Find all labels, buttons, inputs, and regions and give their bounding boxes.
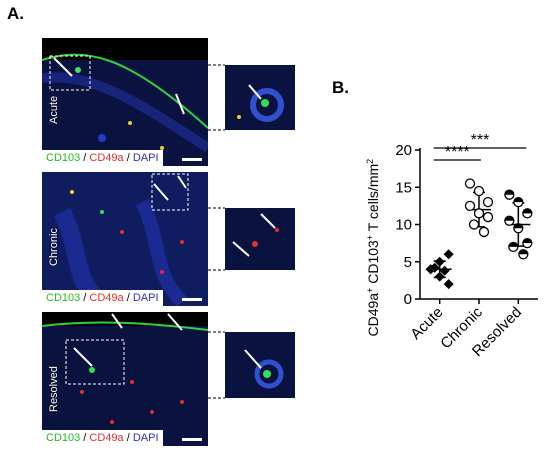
scale-bar-resolved [182, 438, 202, 441]
data-point-acute [429, 262, 440, 273]
significance-label: **** [445, 144, 470, 161]
panel-b-letter: B. [332, 78, 349, 97]
stain-cd103: CD103 [46, 152, 81, 164]
significance-label: *** [471, 132, 490, 149]
stain-legend-resolved: CD103 / CD49a / DAPI [42, 430, 163, 446]
zoom-inset-chronic-texture [232, 213, 279, 257]
stain-sep: / [123, 152, 133, 164]
stain-legend-chronic: CD103 / CD49a / DAPI [42, 290, 163, 306]
data-point-resolved-fill [522, 208, 532, 214]
data-point-resolved-fill [513, 223, 523, 229]
y-axis-label-sup: 2 [365, 159, 375, 164]
stain-cd49a: CD49a [89, 432, 124, 444]
y-axis-label-sup: + [365, 235, 375, 240]
scale-bar-acute [182, 158, 202, 161]
stain-cd49a: CD49a [89, 152, 124, 164]
data-point-acute [434, 271, 445, 282]
y-axis-label-part: CD103 [365, 240, 381, 288]
y-axis-label-part: T cells/mm [365, 164, 381, 235]
data-point-chronic [473, 185, 485, 197]
data-point-acute [443, 249, 454, 260]
y-tick-label: 5 [404, 254, 412, 271]
micrograph-acute: Acute CD103 / CD49a / DAPI [42, 38, 208, 166]
data-point-chronic [473, 208, 485, 219]
data-point-resolved-fill [504, 216, 514, 221]
stain-cd49a: CD49a [89, 292, 124, 304]
zoom-inset-resolved-texture [244, 349, 284, 389]
y-axis-label-part: CD49a [365, 293, 381, 337]
data-point-resolved-fill [504, 190, 514, 195]
data-point-chronic [482, 196, 494, 208]
data-point-acute [439, 265, 450, 276]
micrograph-resolved-texture [42, 312, 208, 424]
y-tick-label: 10 [395, 217, 412, 234]
data-point-chronic [464, 178, 476, 189]
zoom-inset-resolved [225, 332, 295, 398]
data-point-acute [434, 256, 445, 267]
zoom-inset-acute-texture [237, 84, 284, 122]
stain-sep: / [80, 432, 90, 444]
data-point-resolved-fill [522, 238, 532, 244]
stain-sep: / [123, 292, 133, 304]
micrograph-chronic: Chronic CD103 / CD49a / DAPI [42, 172, 208, 306]
stain-sep: / [123, 432, 133, 444]
scale-bar-chronic [182, 298, 202, 301]
data-point-resolved-fill [513, 197, 523, 203]
stain-sep: / [80, 292, 90, 304]
stain-dapi: DAPI [132, 292, 159, 304]
micrograph-resolved: Resolved CD103 / CD49a / DAPI [42, 312, 208, 446]
data-point-chronic [464, 200, 476, 212]
y-tick-label: 15 [395, 179, 412, 196]
data-point-chronic [478, 226, 490, 238]
data-point-chronic [482, 211, 494, 223]
y-tick-label: 20 [395, 142, 412, 159]
zoom-inset-acute [225, 65, 295, 130]
data-point-resolved-fill [508, 242, 518, 247]
stain-dapi: DAPI [132, 152, 159, 164]
data-point-acute [443, 279, 454, 290]
data-point-resolved-fill [518, 249, 528, 255]
stain-cd103: CD103 [46, 292, 81, 304]
stain-legend-acute: CD103 / CD49a / DAPI [42, 150, 163, 166]
panel-a-letter: A. [7, 4, 24, 23]
stain-cd103: CD103 [46, 432, 81, 444]
stain-sep: / [80, 152, 90, 164]
zoom-inset-chronic [225, 208, 295, 270]
y-tick-label: 0 [404, 291, 412, 308]
data-point-chronic [468, 219, 480, 230]
micrograph-acute-texture [42, 38, 208, 153]
y-axis-label: CD49a+ CD103+ T cells/mm2 [365, 159, 381, 337]
y-axis-label-sup: + [365, 288, 375, 293]
stain-dapi: DAPI [132, 432, 159, 444]
